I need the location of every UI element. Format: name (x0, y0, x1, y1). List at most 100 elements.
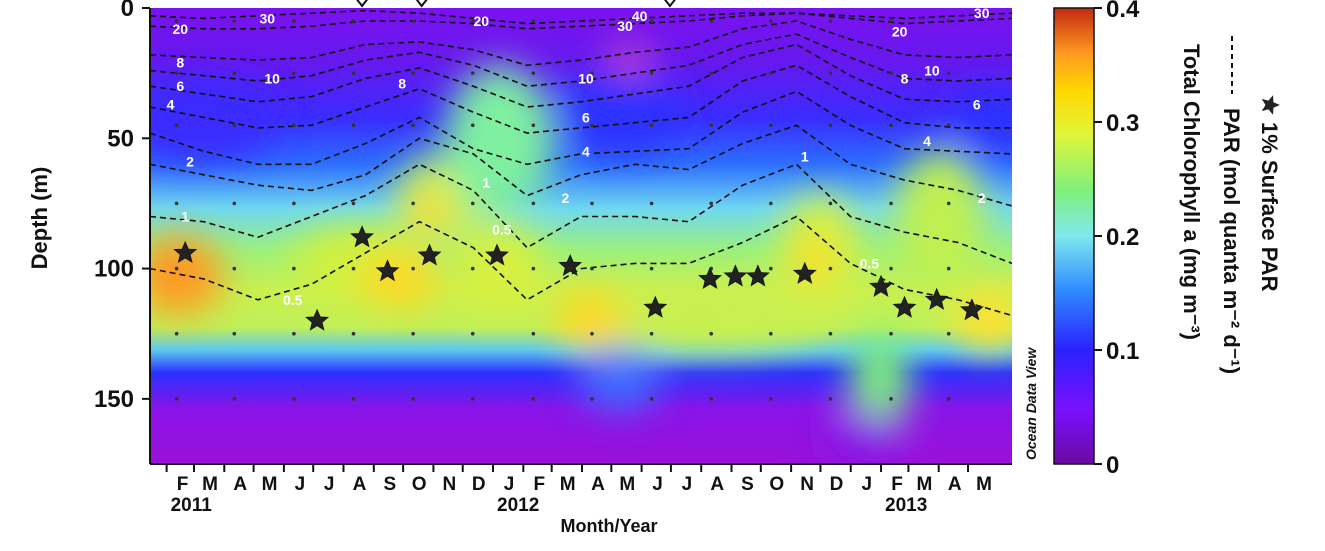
sample-dot (470, 397, 475, 401)
contour-label: 4 (582, 143, 590, 159)
sampling-triangle-marker (664, 0, 676, 8)
sample-dot (174, 397, 179, 401)
colorbar-tick-label: 0.2 (1106, 224, 1139, 251)
sample-dot (769, 266, 773, 271)
sample-dot (470, 266, 475, 271)
surface-par-star (417, 243, 442, 266)
contour-label: 6 (176, 78, 184, 94)
x-tick-label: S (741, 474, 754, 495)
y-ticks: 0 50 100 150 (94, 0, 150, 413)
sample-dot (531, 266, 536, 271)
sample-dot (174, 266, 179, 271)
sample-dot (232, 19, 237, 23)
sample-dot (174, 19, 179, 23)
surface-par-star (869, 274, 893, 297)
sample-dot (232, 397, 237, 401)
par-contour-line (150, 9, 1012, 25)
sample-dot (531, 71, 536, 75)
sample-dot (411, 397, 415, 401)
sample-dot (232, 71, 237, 75)
sample-dot (649, 331, 654, 336)
contour-label: 8 (901, 70, 909, 86)
contour-label: 0.5 (492, 221, 512, 237)
surface-par-star (792, 261, 817, 284)
sample-dot (590, 123, 594, 128)
sampling-triangle-marker (415, 0, 428, 8)
sample-dot (649, 19, 654, 23)
sample-dot (828, 331, 833, 336)
sample-dot (590, 397, 594, 401)
sample-dot (232, 201, 237, 206)
surface-par-star (173, 240, 198, 263)
sample-dot (649, 266, 654, 271)
sample-dot (769, 123, 773, 128)
x-tick-label: J (682, 474, 693, 495)
sample-dot (590, 19, 594, 23)
y-tick-label: 50 (107, 125, 134, 152)
contour-label: 2 (978, 190, 986, 206)
sample-dot (889, 123, 893, 128)
sample-dot (292, 266, 296, 271)
contour-label: 6 (582, 109, 590, 125)
sample-dot (769, 19, 773, 23)
sample-dot (531, 397, 536, 401)
x-tick-label: F (534, 474, 546, 495)
sample-dot (946, 201, 951, 206)
contour-label: 10 (578, 70, 594, 86)
sample-dot (411, 123, 415, 128)
x-tick-label: O (769, 474, 784, 495)
x-tick-label: D (472, 474, 486, 495)
sample-dot (470, 331, 475, 336)
sample-dot (351, 201, 356, 206)
contour-label: 30 (617, 18, 633, 34)
sample-dot (828, 19, 833, 23)
x-tick-label: S (383, 474, 396, 495)
contour-label: 2 (561, 190, 569, 206)
x-tick-label: O (412, 474, 427, 495)
surface-par-star (698, 266, 722, 290)
x-tick-label: J (324, 474, 335, 495)
sample-dot (351, 331, 356, 336)
contour-label: 30 (974, 5, 990, 21)
par-contour-line (150, 20, 1012, 67)
sample-dot (828, 71, 833, 75)
x-tick-label: J (652, 474, 663, 495)
contour-label: 4 (923, 133, 931, 149)
sample-dot (411, 266, 415, 271)
sample-dot (946, 19, 951, 23)
surface-par-star (745, 264, 770, 287)
x-tick-label: M (202, 474, 218, 495)
sample-dot (946, 266, 951, 271)
sample-dot (828, 201, 833, 206)
sample-dot (411, 19, 415, 23)
sample-dot (292, 201, 296, 206)
x-tick-label: M (560, 474, 576, 495)
colorbar-tick-label: 0.1 (1106, 338, 1139, 365)
sample-dot (174, 123, 179, 128)
chlorophyll-field (150, 8, 1012, 464)
sample-dot (828, 123, 833, 128)
sample-dot (709, 201, 714, 206)
sample-dot (946, 71, 951, 75)
x-tick-label: F (891, 474, 903, 495)
par-contour-line (150, 163, 1012, 265)
sample-dot (351, 266, 356, 271)
sample-dot (769, 71, 773, 75)
sample-dot (531, 123, 536, 128)
par-contour-line (150, 124, 1012, 207)
sample-dot (531, 19, 536, 23)
surface-par-star (924, 287, 949, 310)
sample-dot (946, 123, 951, 128)
top-markers (356, 0, 676, 8)
sample-dot (590, 71, 594, 75)
contour-label: 0.5 (860, 255, 880, 271)
sample-dot (292, 123, 296, 128)
x-tick-label: M (976, 474, 992, 495)
y-tick-label: 100 (94, 256, 134, 283)
par-contour-line (150, 43, 1012, 108)
sample-dot (590, 266, 594, 271)
sample-dot (769, 397, 773, 401)
